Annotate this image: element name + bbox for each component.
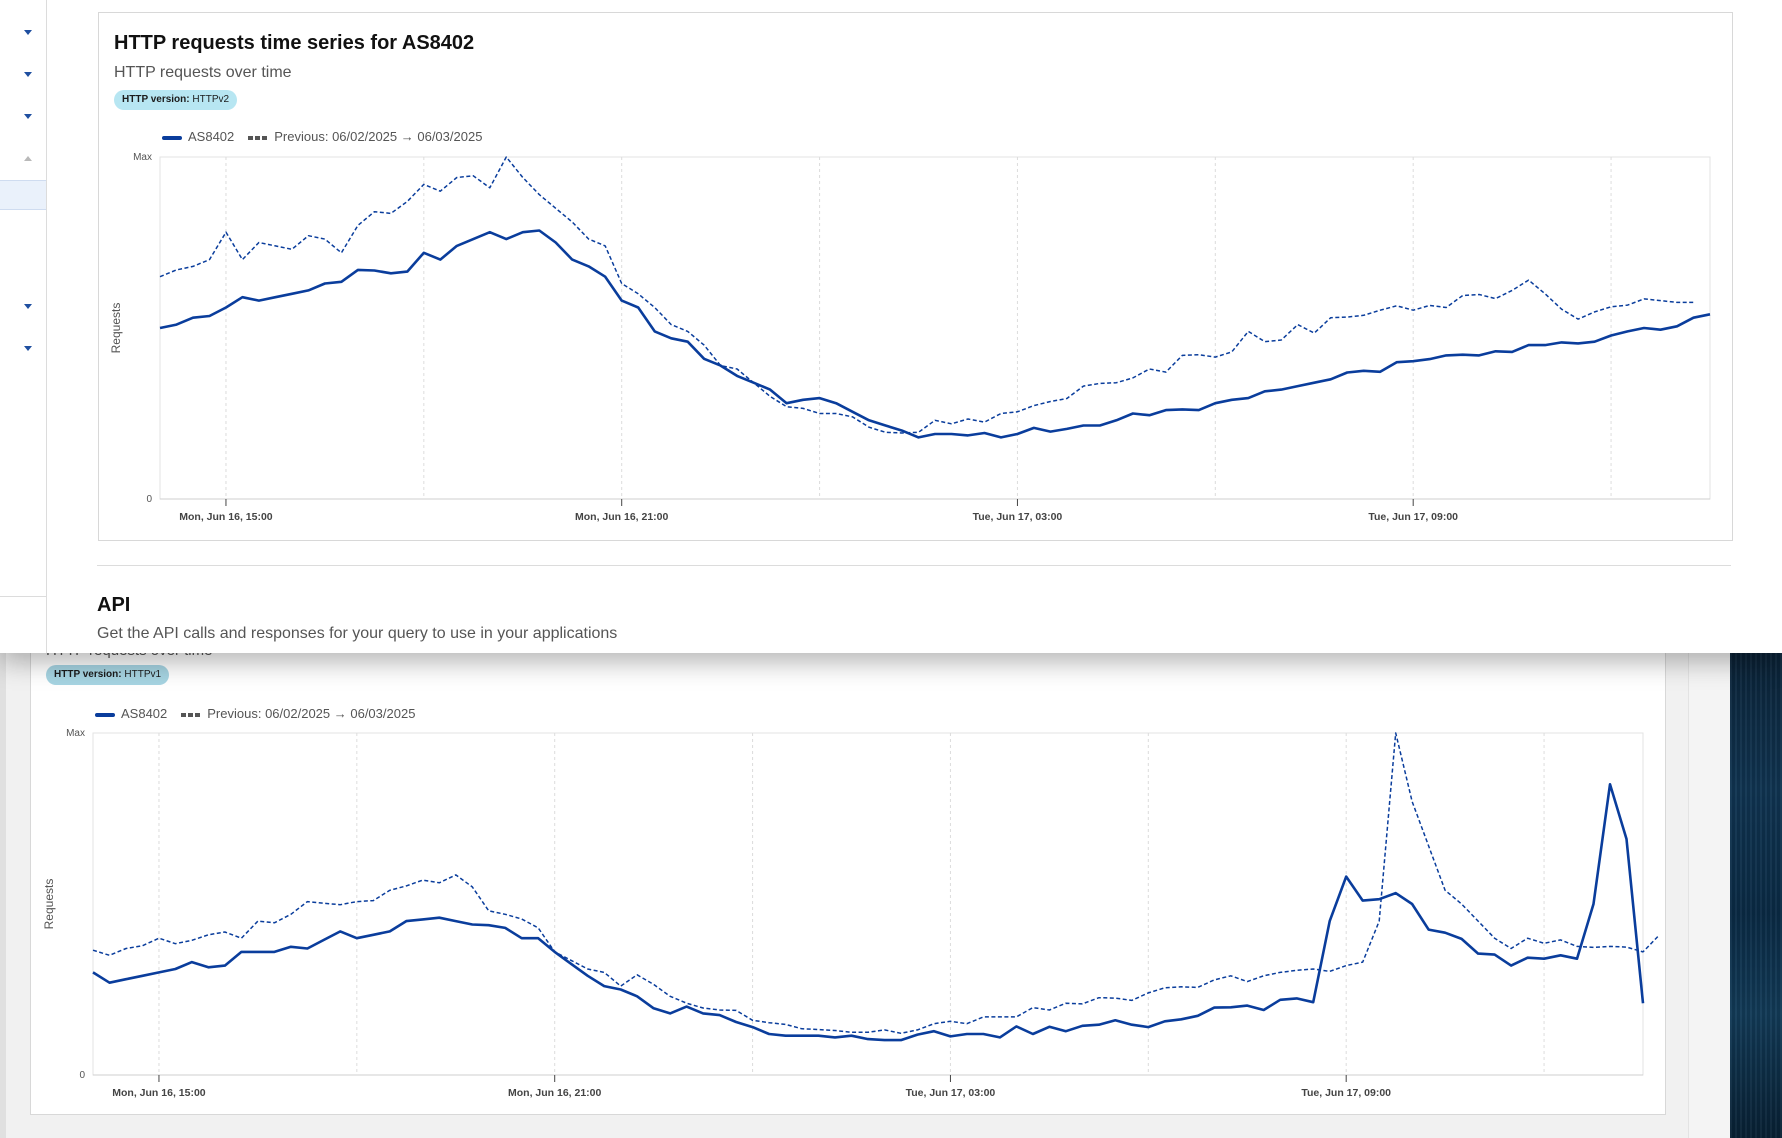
window-edge <box>0 640 6 1138</box>
x-tick-label: Mon, Jun 16, 21:00 <box>575 511 669 523</box>
chevron-down-icon[interactable] <box>24 346 32 351</box>
legend-swatch-solid <box>95 712 115 717</box>
api-section-subtitle: Get the API calls and responses for your… <box>97 625 618 642</box>
filter-badge-key: HTTP version: <box>122 94 190 105</box>
x-tick-label: Mon, Jun 16, 21:00 <box>508 1087 602 1099</box>
y-tick-label: 0 <box>146 494 152 505</box>
x-tick-label: Tue, Jun 17, 03:00 <box>906 1087 996 1099</box>
filter-badge-value: HTTPv2 <box>192 94 230 105</box>
series-line-previous <box>92 732 1661 1035</box>
filter-badge-key: HTTP version: <box>54 669 122 680</box>
legend-current[interactable]: AS8402 <box>188 129 235 144</box>
sidebar-divider <box>0 596 46 597</box>
y-tick-label: Max <box>66 728 85 739</box>
x-tick-label: Mon, Jun 16, 15:00 <box>112 1087 206 1099</box>
plot-area <box>159 156 1711 500</box>
legend-swatch-dashed <box>181 712 202 717</box>
chart-httpv2[interactable]: Mon, Jun 16, 15:00 Mon, Jun 16, 21:00 Tue,… <box>0 0 1782 653</box>
x-tick-label: Tue, Jun 17, 03:00 <box>973 511 1063 523</box>
chevron-down-icon[interactable] <box>24 72 32 77</box>
chevron-up-icon[interactable] <box>24 156 32 161</box>
x-tick-label: Tue, Jun 17, 09:00 <box>1301 1087 1391 1099</box>
chart-title: HTTP requests time series for AS8402 <box>114 32 475 54</box>
chart-legend: AS8402 Previous: 06/02/2025 → 06/03/2025 <box>95 706 415 721</box>
y-tick-label: 0 <box>79 1070 85 1081</box>
x-tick-label: Tue, Jun 17, 09:00 <box>1368 511 1458 523</box>
chart-card-httpv2 <box>98 12 1733 541</box>
chart-subtitle: HTTP requests over time <box>114 64 292 81</box>
sidebar <box>0 0 47 653</box>
foreground-window: HTTP requests time series for AS8402 HTT… <box>0 0 1782 653</box>
y-axis-label: Requests <box>42 879 56 930</box>
section-divider <box>97 565 1731 566</box>
legend-swatch-dashed <box>248 135 269 140</box>
legend-current[interactable]: AS8402 <box>121 706 168 721</box>
series-line-as8402 <box>159 229 1711 439</box>
chart-legend: AS8402 Previous: 06/02/2025 → 06/03/2025 <box>162 129 482 144</box>
scrollbar-track[interactable] <box>1688 640 1731 1138</box>
sidebar-item-selected[interactable] <box>0 180 46 210</box>
legend-swatch-solid <box>162 135 182 140</box>
filter-badge-httpv2[interactable]: HTTP version: HTTPv2 <box>114 90 238 110</box>
desktop-background <box>1730 640 1782 1138</box>
x-tick-label: Mon, Jun 16, 15:00 <box>179 511 273 523</box>
filter-badge-httpv1[interactable]: HTTP version: HTTPv1 <box>46 665 170 685</box>
chevron-down-icon[interactable] <box>24 114 32 119</box>
api-section-title: API <box>97 594 131 616</box>
legend-previous[interactable]: Previous: 06/02/2025 → 06/03/2025 <box>207 706 416 721</box>
series-line-as8402 <box>92 783 1645 1042</box>
y-tick-label: Max <box>133 152 152 163</box>
filter-badge-value: HTTPv1 <box>124 669 162 680</box>
y-axis-label: Requests <box>109 303 123 354</box>
chevron-down-icon[interactable] <box>24 304 32 309</box>
chart-httpv1[interactable]: Mon, Jun 16, 15:00 Mon, Jun 16, 21:00 Tue,… <box>0 640 1782 1138</box>
series-line-previous <box>159 156 1694 434</box>
background-window: HTTP requests over time HTTP version: HT… <box>0 640 1782 1138</box>
chevron-down-icon[interactable] <box>24 30 32 35</box>
legend-previous[interactable]: Previous: 06/02/2025 → 06/03/2025 <box>274 129 483 144</box>
